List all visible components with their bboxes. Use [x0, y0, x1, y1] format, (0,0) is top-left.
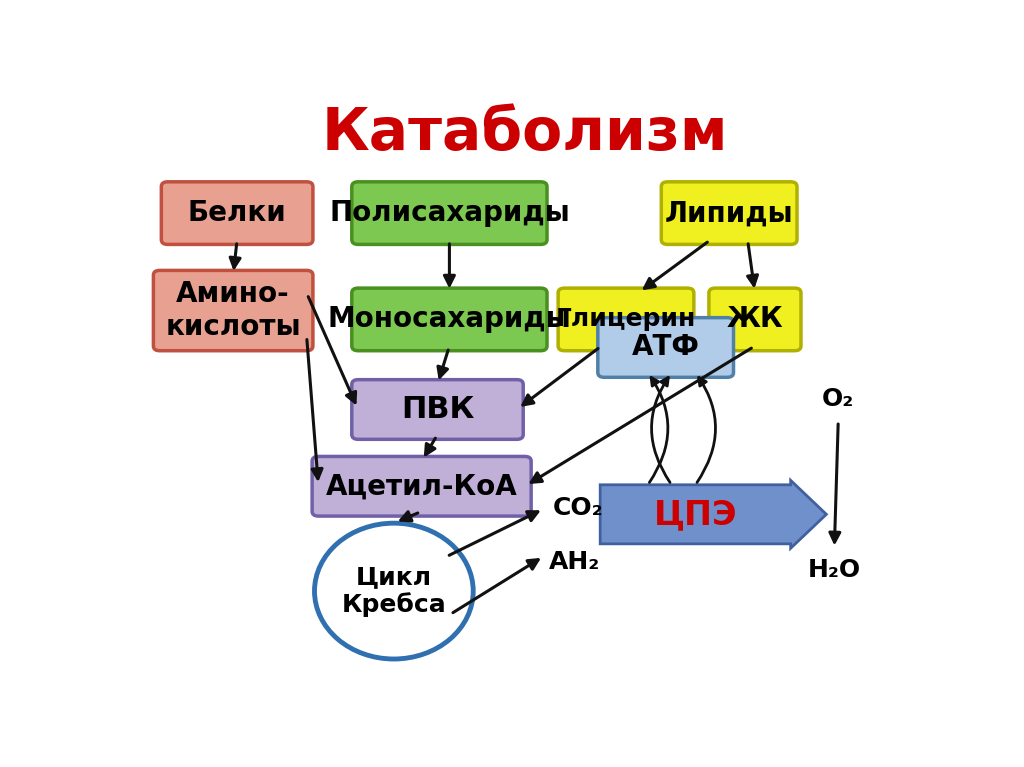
Text: ЖК: ЖК [727, 305, 783, 334]
Text: Н₂О: Н₂О [808, 558, 861, 582]
Text: Ацетил-КоА: Ацетил-КоА [326, 472, 517, 500]
Ellipse shape [314, 523, 473, 659]
Text: ЦПЭ: ЦПЭ [653, 498, 737, 531]
Text: Катаболизм: Катаболизм [322, 105, 728, 162]
FancyBboxPatch shape [312, 456, 531, 516]
FancyBboxPatch shape [154, 271, 313, 351]
FancyBboxPatch shape [162, 182, 313, 245]
Text: Липиды: Липиды [665, 199, 794, 227]
Text: Моносахариды: Моносахариды [328, 305, 571, 334]
Text: Амино-
кислоты: Амино- кислоты [165, 281, 301, 341]
FancyBboxPatch shape [352, 182, 547, 245]
Text: СО₂: СО₂ [553, 496, 603, 520]
FancyBboxPatch shape [352, 288, 547, 351]
Text: Полисахариды: Полисахариды [329, 199, 569, 227]
FancyBboxPatch shape [709, 288, 801, 351]
Text: АН₂: АН₂ [549, 550, 600, 574]
FancyBboxPatch shape [352, 380, 523, 439]
Text: Белки: Белки [187, 199, 287, 227]
FancyBboxPatch shape [558, 288, 694, 351]
FancyArrow shape [600, 480, 826, 548]
Text: АТФ: АТФ [632, 334, 699, 361]
FancyBboxPatch shape [598, 318, 733, 377]
Text: О₂: О₂ [822, 387, 854, 411]
Text: ПВК: ПВК [400, 395, 474, 424]
Text: Цикл
Кребса: Цикл Кребса [341, 565, 446, 617]
Text: Глицерин: Глицерин [556, 308, 696, 331]
FancyBboxPatch shape [662, 182, 797, 245]
